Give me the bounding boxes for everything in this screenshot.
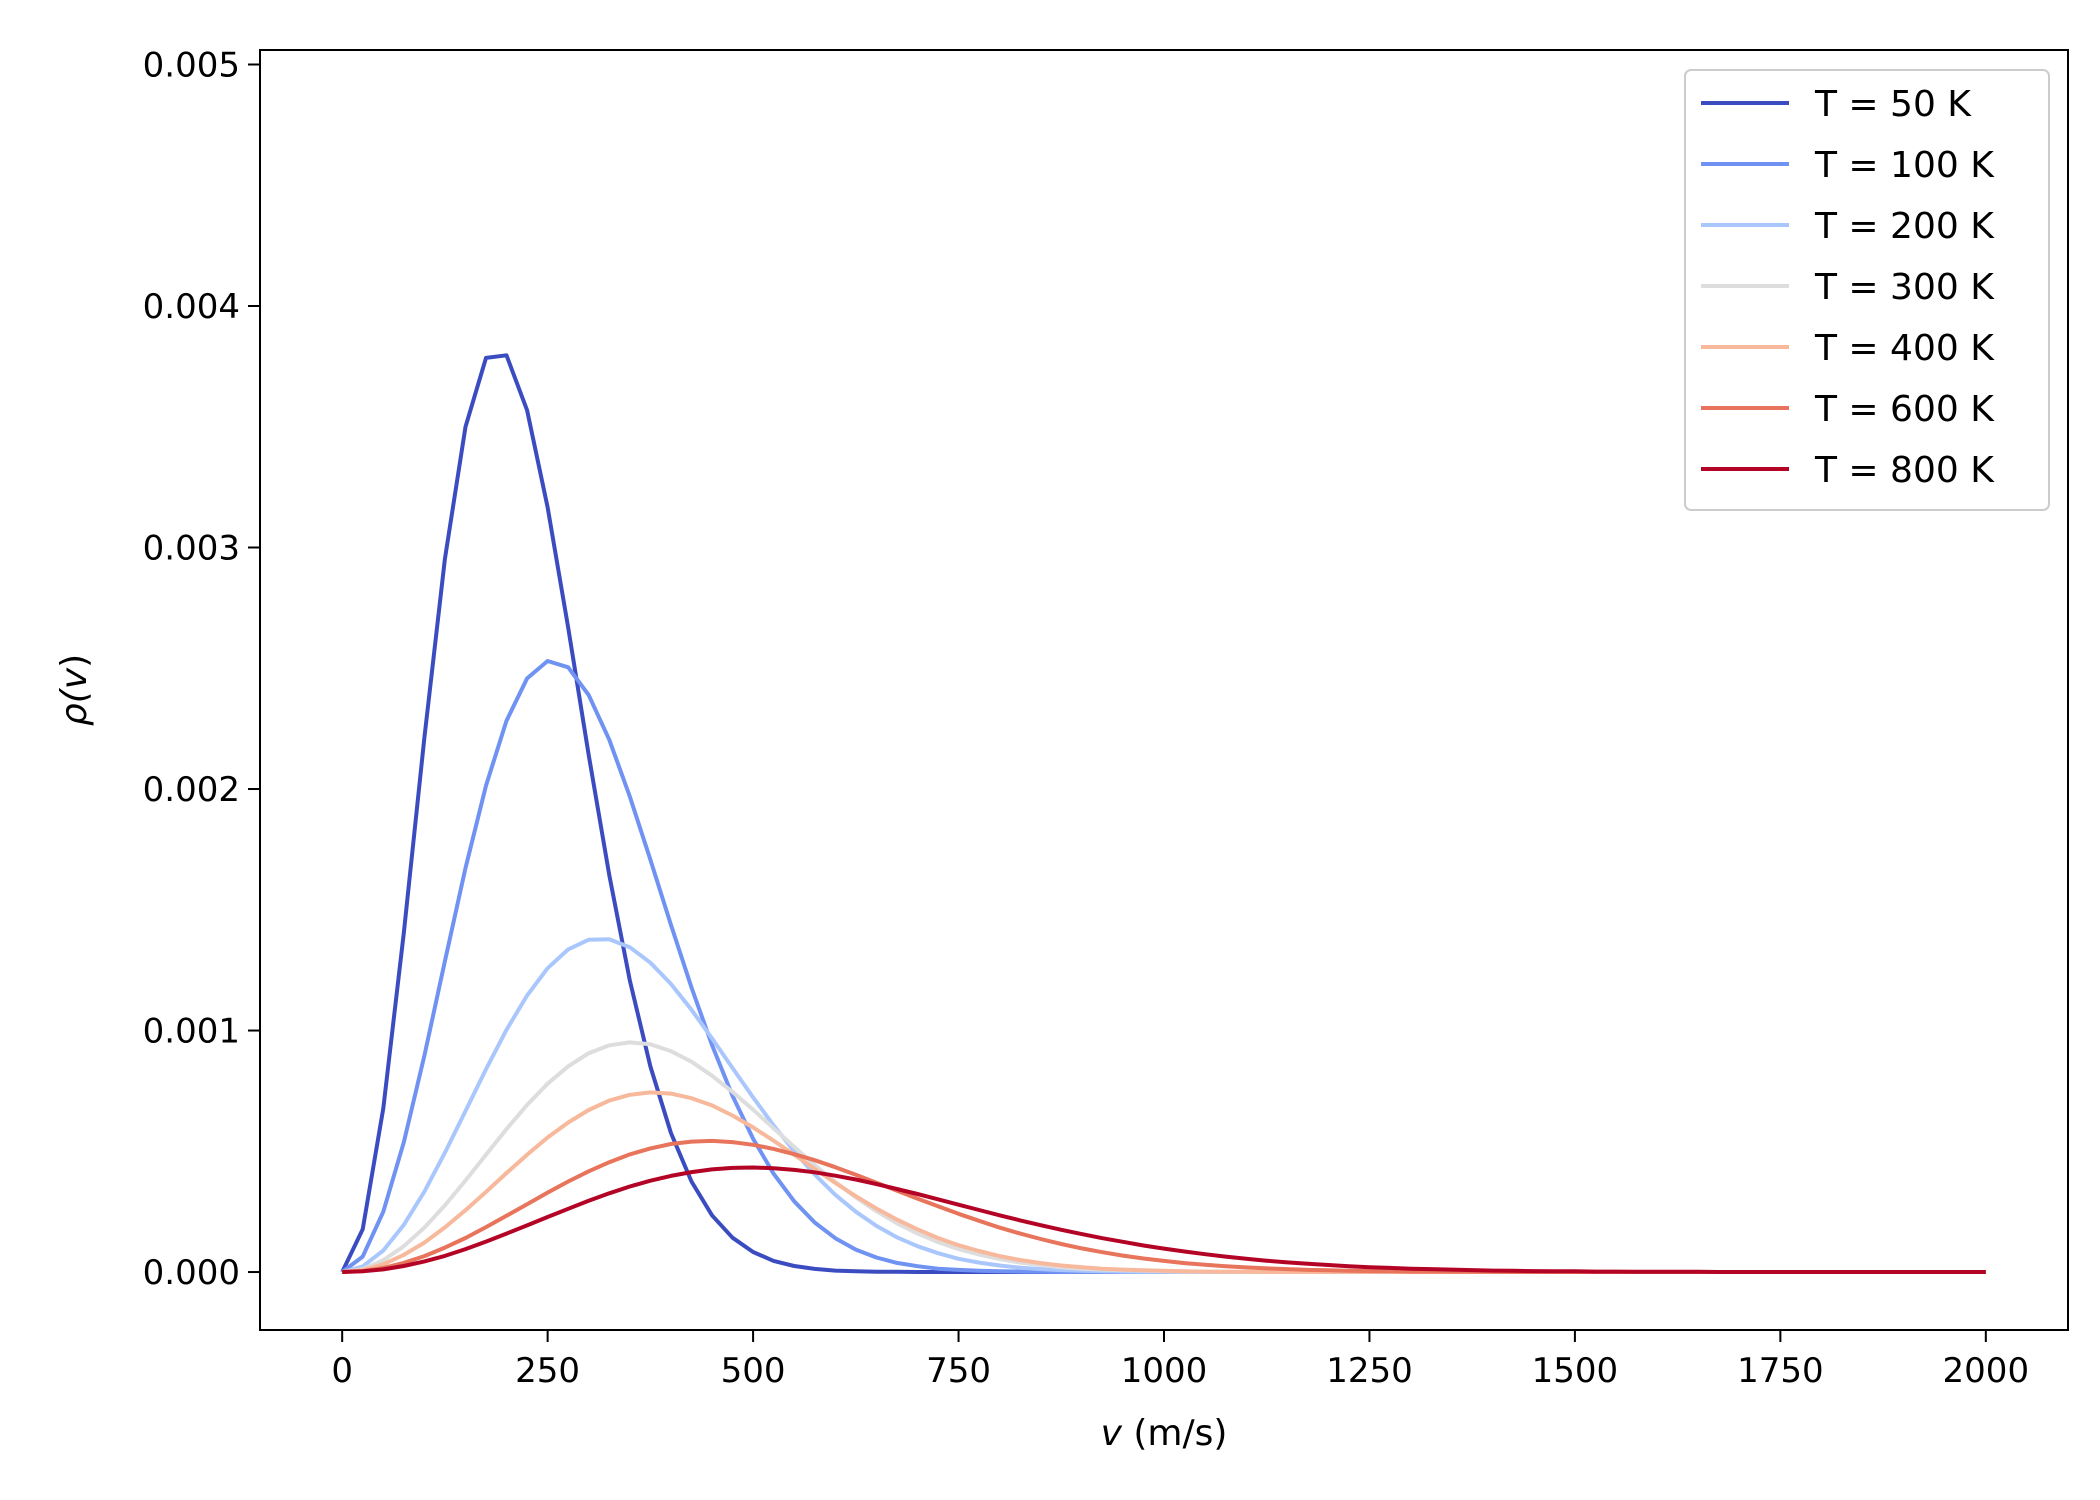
x-tick-label: 1500 bbox=[1532, 1351, 1619, 1391]
legend: T = 50 K T = 100 K T = 200 K T = 300 K T = 4… bbox=[1684, 69, 2050, 511]
x-tick-label: 0 bbox=[331, 1351, 353, 1391]
legend-label-1: T = 100 K bbox=[1814, 145, 1995, 186]
legend-label-0: T = 50 K bbox=[1814, 84, 1972, 125]
legend-label-4: T = 400 K bbox=[1814, 328, 1995, 369]
series-line-5 bbox=[342, 1138, 1986, 1274]
y-axis-label-function: ρ( bbox=[54, 687, 95, 726]
x-tick-label: 1250 bbox=[1326, 1351, 1413, 1391]
x-tick-label: 750 bbox=[926, 1351, 991, 1391]
legend-items: T = 50 K T = 100 K T = 200 K T = 300 K T = 4… bbox=[1701, 84, 1995, 491]
legend-label-5: T = 600 K bbox=[1814, 389, 1995, 430]
series-layer bbox=[340, 353, 1986, 1274]
y-tick-label: 0.001 bbox=[143, 1012, 240, 1052]
legend-frame bbox=[1684, 69, 2050, 511]
y-axis-label-close: ) bbox=[54, 654, 95, 668]
x-axis-label-variable: v bbox=[1101, 1413, 1123, 1454]
y-tick-label: 0.002 bbox=[143, 770, 240, 810]
y-tick-label: 0.005 bbox=[143, 45, 240, 85]
y-tick-label: 0.004 bbox=[143, 287, 240, 327]
x-tick-label: 1000 bbox=[1121, 1351, 1208, 1391]
legend-label-3: T = 300 K bbox=[1814, 267, 1995, 308]
series-line-4 bbox=[342, 1090, 1986, 1274]
y-axis-label-argument: v bbox=[54, 667, 95, 689]
x-axis-label-unit: (m/s) bbox=[1122, 1413, 1228, 1454]
y-axis-label: ρ(v) bbox=[54, 654, 95, 726]
series-line-6 bbox=[342, 1165, 1986, 1274]
series-line-2 bbox=[341, 937, 1986, 1274]
y-tick-label: 0.000 bbox=[143, 1253, 240, 1293]
legend-label-6: T = 800 K bbox=[1814, 450, 1995, 491]
x-tick-label: 500 bbox=[721, 1351, 786, 1391]
x-tick-label: 1750 bbox=[1737, 1351, 1824, 1391]
x-axis-label: v (m/s) bbox=[1101, 1413, 1228, 1454]
series-line-3 bbox=[341, 1040, 1986, 1274]
x-tick-label: 2000 bbox=[1943, 1351, 2030, 1391]
legend-label-2: T = 200 K bbox=[1814, 206, 1995, 247]
y-tick-label: 0.003 bbox=[143, 529, 240, 569]
y-axis-ticks: 0.000 0.001 0.002 0.003 0.004 0.005 bbox=[143, 45, 260, 1293]
x-tick-label: 250 bbox=[515, 1351, 580, 1391]
x-axis-ticks: 0 250 500 750 1000 1250 1500 1750 2000 bbox=[331, 1330, 2029, 1391]
